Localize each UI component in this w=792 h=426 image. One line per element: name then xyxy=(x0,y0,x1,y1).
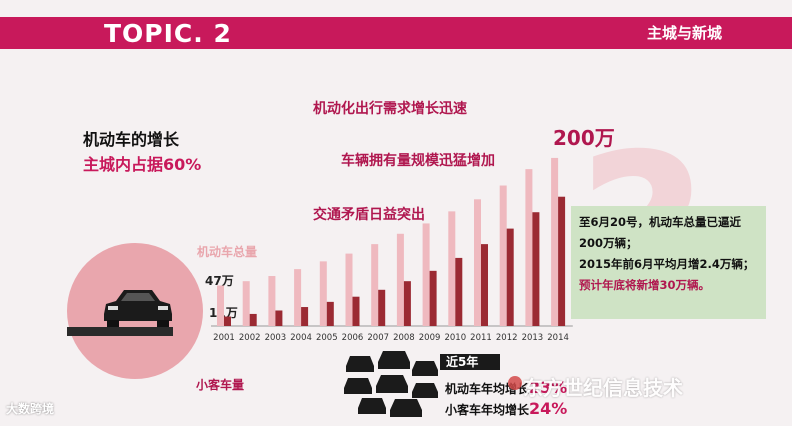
x-tick-label-2014: 2014 xyxy=(547,333,569,343)
x-tick-label-2007: 2007 xyxy=(367,333,389,343)
bar-total-2003 xyxy=(268,276,276,326)
note-line-2: 200万辆； xyxy=(579,236,638,250)
x-tick-label-2013: 2013 xyxy=(522,333,544,343)
headline-subtitle: 主城内占据60% xyxy=(83,155,202,174)
bar-total-2010 xyxy=(448,211,456,326)
bar-total-2013 xyxy=(525,169,533,326)
bar-total-2009 xyxy=(422,223,430,326)
cars-cluster-icon xyxy=(344,351,438,417)
recent-years-label: 近5年 xyxy=(440,354,500,370)
note-box: 至6月20号，机动车总量已逼近 200万辆； 2015年前6月平均月增2.4万辆… xyxy=(571,206,766,319)
bar-car-2009 xyxy=(429,270,437,326)
bar-car-2011 xyxy=(481,244,488,326)
header-bar xyxy=(0,17,792,49)
x-tick-label-2008: 2008 xyxy=(393,333,415,343)
bar-total-2001 xyxy=(217,285,224,326)
bar-total-2014 xyxy=(551,157,559,326)
watermark-right: 东方世纪信息技术 xyxy=(523,376,683,400)
car-icon xyxy=(104,290,172,327)
x-tick-label-2005: 2005 xyxy=(316,333,338,343)
bar-total-2008 xyxy=(396,233,404,326)
bar-car-2005 xyxy=(326,301,334,326)
legend-car: 小客车量 xyxy=(196,378,245,392)
bar-car-2014 xyxy=(558,196,566,326)
note-line-4: 预计年底将新增30万辆。 xyxy=(579,278,711,292)
car-growth-pct: 24% xyxy=(529,399,568,418)
bar-total-2012 xyxy=(499,185,507,326)
x-tick-label-2001: 2001 xyxy=(213,333,235,343)
x-tick-label-2009: 2009 xyxy=(419,333,441,343)
highlight-value: 200万 xyxy=(553,126,615,150)
bar-car-2010 xyxy=(455,257,463,326)
headline-title: 机动车的增长 xyxy=(83,130,180,149)
bar-car-2006 xyxy=(352,296,360,326)
road-bar xyxy=(67,327,173,336)
x-tick-label-2012: 2012 xyxy=(496,333,518,343)
bar-total-2002 xyxy=(242,281,250,326)
bar-car-2004 xyxy=(301,307,309,326)
x-tick-label-2011: 2011 xyxy=(470,333,492,343)
bar-total-2011 xyxy=(474,199,481,326)
watermark-left: 大数跨境 xyxy=(6,402,55,416)
total-growth-pct: 23% xyxy=(529,378,568,397)
x-tick-label-2002: 2002 xyxy=(239,333,261,343)
bar-car-2008 xyxy=(403,281,411,326)
bullet-traffic: 交通矛盾日益突出 xyxy=(313,207,425,223)
car-growth: 小客车年均增长24% xyxy=(445,399,567,418)
watermark-logo-icon xyxy=(508,376,522,390)
section-title: 主城与新城 xyxy=(646,24,722,42)
bar-car-2003 xyxy=(275,310,283,326)
bar-car-2001 xyxy=(224,316,231,326)
legend-total: 机动车总量 xyxy=(197,245,258,259)
note-line-1: 至6月20号，机动车总量已逼近 xyxy=(579,215,742,229)
bar-car-2002 xyxy=(249,313,257,326)
bar-total-2005 xyxy=(319,261,327,326)
topic-label: TOPIC. 2 xyxy=(104,19,232,48)
value-label-total-2001: 47万 xyxy=(205,274,234,288)
x-tick-label-2010: 2010 xyxy=(444,333,466,343)
bar-car-2007 xyxy=(378,289,386,326)
bar-total-2006 xyxy=(345,253,353,326)
note-line-3: 2015年前6月平均月增2.4万辆； xyxy=(579,257,755,271)
x-tick-label-2006: 2006 xyxy=(342,333,364,343)
x-tick-label-2003: 2003 xyxy=(265,333,287,343)
bullet-ownership: 车辆拥有量规模迅猛增加 xyxy=(341,153,495,169)
car-growth-text: 小客车年均增长 xyxy=(445,403,530,417)
x-tick-label-2004: 2004 xyxy=(290,333,312,343)
bar-total-2004 xyxy=(294,269,302,326)
bullet-demand: 机动化出行需求增长迅速 xyxy=(313,101,467,117)
bar-car-2012 xyxy=(506,228,514,326)
bar-total-2007 xyxy=(371,244,379,326)
bar-car-2013 xyxy=(532,212,540,326)
